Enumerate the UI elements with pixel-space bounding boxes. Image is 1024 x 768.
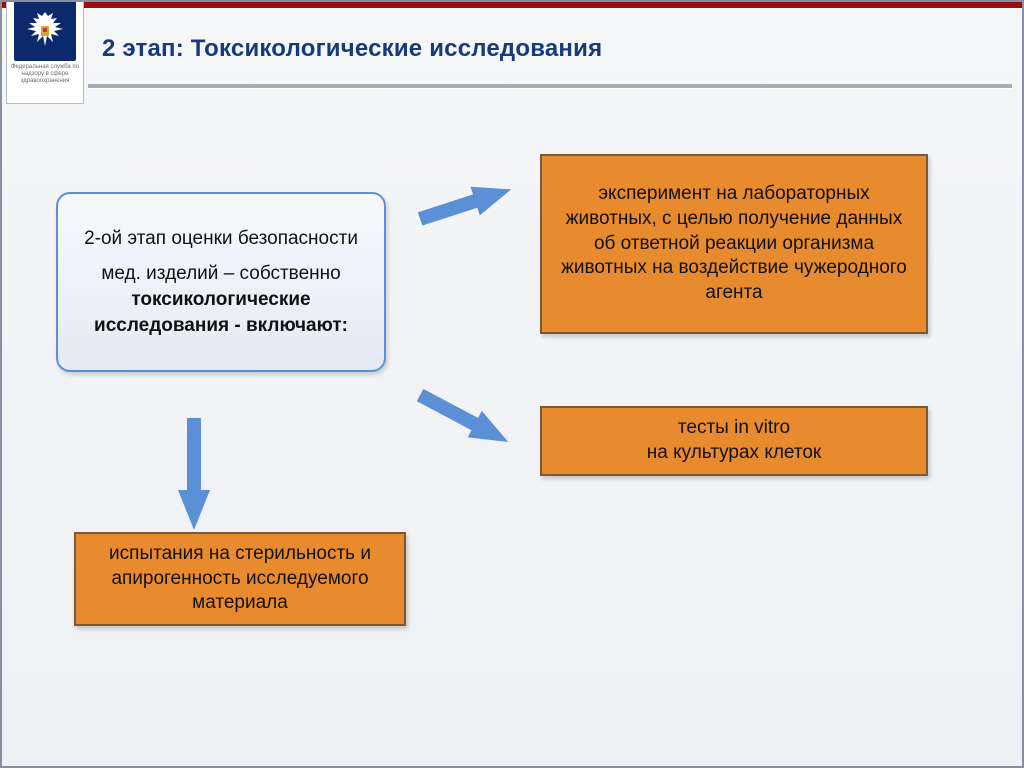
source-line2-prefix: мед. изделий – собственно	[101, 263, 340, 284]
arrow-2	[412, 380, 516, 457]
source-line1: 2-ой этап оценки безопасности	[74, 226, 368, 252]
node-invitro: тесты in vitro на культурах клеток	[540, 406, 928, 476]
logo-box: Федеральная служба по надзору в сфере зд…	[6, 0, 84, 104]
diagram-canvas: 2-ой этап оценки безопасности мед. издел…	[2, 2, 1022, 766]
node-experiment: эксперимент на лабораторных животных, с …	[540, 154, 928, 334]
node-invitro-text: тесты in vitro на культурах клеток	[647, 416, 821, 465]
arrow-3	[176, 418, 212, 530]
node-experiment-text: эксперимент на лабораторных животных, с …	[556, 182, 912, 305]
logo-caption: Федеральная служба по надзору в сфере зд…	[7, 61, 83, 85]
emblem-icon	[14, 0, 76, 61]
node-sterility: испытания на стерильность и апирогенност…	[74, 532, 406, 626]
source-text: 2-ой этап оценки безопасности мед. издел…	[74, 226, 368, 339]
source-line2-bold: токсикологические исследования - включаю…	[94, 289, 348, 336]
slide: Федеральная служба по надзору в сфере зд…	[0, 0, 1024, 768]
source-box: 2-ой этап оценки безопасности мед. издел…	[56, 192, 386, 372]
source-line2: мед. изделий – собственно токсикологичес…	[74, 261, 368, 338]
node-sterility-text: испытания на стерильность и апирогенност…	[90, 542, 390, 616]
arrow-1	[415, 173, 517, 235]
